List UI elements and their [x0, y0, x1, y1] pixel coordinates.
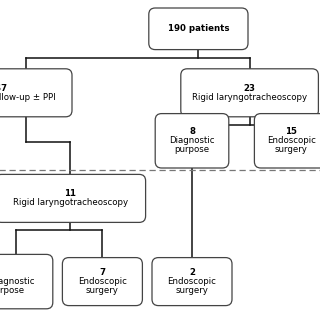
- FancyBboxPatch shape: [0, 69, 72, 117]
- Text: 11: 11: [64, 189, 76, 198]
- Text: Diagnostic: Diagnostic: [0, 277, 34, 286]
- Text: 15: 15: [285, 127, 297, 136]
- Text: 7: 7: [99, 268, 106, 277]
- Text: 190 patients: 190 patients: [168, 24, 229, 33]
- Text: Follow-up ± PPI: Follow-up ± PPI: [0, 93, 55, 102]
- FancyBboxPatch shape: [152, 258, 232, 306]
- FancyBboxPatch shape: [0, 254, 53, 309]
- Text: 23: 23: [244, 84, 256, 93]
- Text: surgery: surgery: [176, 286, 208, 295]
- Text: 2: 2: [189, 268, 195, 277]
- Text: surgery: surgery: [86, 286, 119, 295]
- Text: Rigid laryngotracheoscopy: Rigid laryngotracheoscopy: [192, 93, 307, 102]
- Text: Endoscopic: Endoscopic: [78, 277, 127, 286]
- Text: Diagnostic: Diagnostic: [169, 136, 215, 145]
- FancyBboxPatch shape: [155, 114, 229, 168]
- Text: Endoscopic: Endoscopic: [267, 136, 316, 145]
- Text: purpose: purpose: [174, 145, 210, 154]
- Text: 8: 8: [189, 127, 195, 136]
- Text: purpose: purpose: [0, 286, 24, 295]
- Text: Rigid laryngotracheoscopy: Rigid laryngotracheoscopy: [13, 198, 128, 207]
- Text: surgery: surgery: [275, 145, 308, 154]
- FancyBboxPatch shape: [62, 258, 142, 306]
- FancyBboxPatch shape: [149, 8, 248, 50]
- FancyBboxPatch shape: [254, 114, 320, 168]
- FancyBboxPatch shape: [0, 174, 146, 222]
- FancyBboxPatch shape: [181, 69, 318, 117]
- Text: Endoscopic: Endoscopic: [168, 277, 216, 286]
- Text: 167: 167: [0, 84, 7, 93]
